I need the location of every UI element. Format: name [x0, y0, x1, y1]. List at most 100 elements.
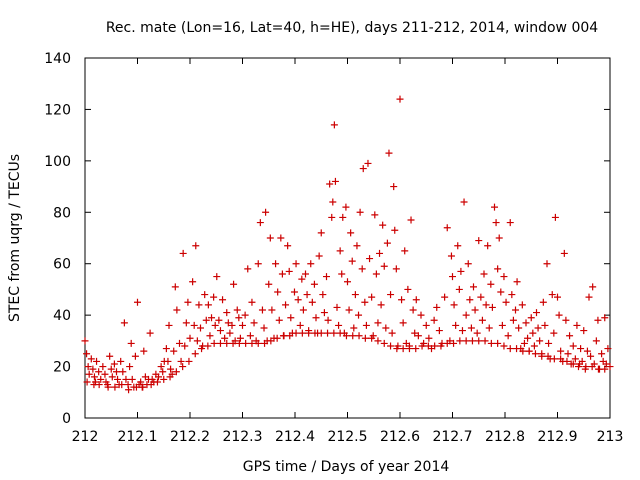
data-point: [339, 213, 347, 221]
data-point: [305, 329, 313, 337]
data-point: [583, 347, 591, 355]
data-point: [524, 334, 532, 342]
data-point: [184, 298, 192, 306]
data-point: [441, 293, 449, 301]
data-point: [254, 260, 262, 268]
data-point: [368, 293, 376, 301]
data-point: [204, 342, 212, 350]
data-point: [437, 342, 445, 350]
data-point: [494, 339, 502, 347]
data-point: [385, 149, 393, 157]
data-point: [533, 309, 540, 317]
data-point: [317, 329, 325, 337]
data-point: [186, 334, 194, 342]
data-point: [89, 365, 97, 373]
data-point: [310, 280, 318, 288]
data-point: [471, 306, 479, 314]
data-point: [261, 339, 269, 347]
data-point: [353, 242, 361, 250]
data-point: [358, 265, 366, 273]
data-point: [525, 347, 533, 355]
data-point: [391, 226, 399, 234]
data-point: [487, 280, 495, 288]
data-points: [81, 95, 614, 394]
data-point: [176, 339, 183, 347]
data-point: [223, 339, 231, 347]
data-point: [573, 321, 581, 329]
chart-title: Rec. mate (Lon=16, Lat=40, h=HE), days 2…: [106, 20, 598, 36]
data-point: [233, 306, 241, 314]
data-point: [372, 270, 380, 278]
data-point: [348, 257, 356, 265]
data-point: [279, 332, 287, 340]
data-point: [170, 347, 178, 355]
data-point: [411, 329, 419, 337]
data-point: [508, 291, 516, 299]
data-point: [342, 332, 350, 340]
data-point: [104, 383, 112, 391]
data-point: [239, 321, 246, 329]
data-point: [191, 350, 199, 358]
data-point: [485, 324, 493, 332]
data-point: [527, 314, 535, 322]
data-point: [404, 285, 412, 293]
data-point: [307, 260, 315, 268]
data-point: [345, 306, 353, 314]
y-tick-label: 40: [53, 308, 71, 324]
data-point: [198, 345, 206, 353]
data-point: [118, 381, 126, 389]
data-point: [433, 303, 441, 311]
y-tick-label: 100: [44, 154, 71, 170]
data-point: [350, 324, 358, 332]
data-point: [588, 363, 596, 371]
data-point: [319, 291, 327, 299]
data-point: [162, 345, 170, 353]
data-point: [282, 301, 290, 309]
data-point: [125, 386, 133, 394]
data-point: [431, 342, 439, 350]
data-point: [456, 337, 464, 345]
x-tick-label: 212: [72, 429, 99, 445]
data-point: [221, 334, 229, 342]
x-tick-label: 212.8: [485, 429, 525, 445]
data-point: [443, 339, 451, 347]
data-point: [374, 337, 382, 345]
data-point: [330, 121, 338, 129]
data-point: [277, 234, 285, 242]
data-point: [101, 370, 109, 378]
data-point: [520, 339, 528, 347]
data-point: [244, 265, 252, 273]
data-point: [275, 316, 283, 324]
data-point: [155, 373, 162, 381]
data-point: [303, 291, 311, 299]
data-point: [481, 337, 489, 345]
data-point: [557, 355, 565, 363]
data-point: [292, 260, 300, 268]
data-point: [258, 306, 266, 314]
y-axis: 0 20 40 60 80 100 120 140: [44, 51, 610, 427]
data-point: [160, 375, 168, 383]
data-point: [278, 270, 286, 278]
data-point: [273, 334, 281, 342]
data-point: [274, 288, 282, 296]
data-point: [422, 321, 430, 329]
data-point: [294, 296, 302, 304]
data-point: [262, 208, 270, 216]
data-point: [455, 285, 463, 293]
data-point: [223, 309, 231, 317]
data-point: [296, 321, 304, 329]
data-point: [544, 352, 552, 360]
data-point: [602, 360, 610, 368]
data-point: [585, 293, 593, 301]
data-point: [324, 316, 332, 324]
data-point: [380, 262, 388, 270]
data-point: [368, 334, 376, 342]
data-point: [246, 332, 254, 340]
data-point: [335, 321, 343, 329]
data-point: [551, 213, 559, 221]
data-point: [604, 345, 612, 353]
data-point: [189, 278, 197, 286]
data-point: [93, 357, 101, 365]
data-point: [554, 293, 561, 301]
data-point: [267, 337, 275, 345]
